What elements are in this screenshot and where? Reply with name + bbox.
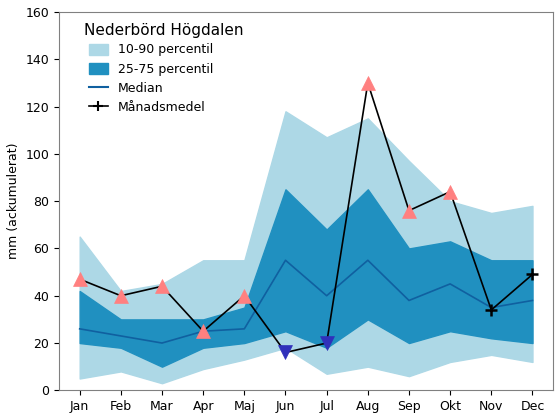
Point <box>199 328 208 335</box>
Point <box>363 79 372 86</box>
Text: Nederbörd Högdalen: Nederbörd Högdalen <box>84 23 243 38</box>
Point <box>404 207 413 214</box>
Point <box>157 283 166 290</box>
Point <box>116 292 125 299</box>
Point <box>281 349 290 356</box>
Point <box>446 188 455 195</box>
Point <box>322 340 331 346</box>
Point <box>75 276 84 283</box>
Point <box>240 292 249 299</box>
Legend: 10-90 percentil, 25-75 percentil, Median, Månadsmedel: 10-90 percentil, 25-75 percentil, Median… <box>84 39 218 119</box>
Y-axis label: mm (ackumulerat): mm (ackumulerat) <box>7 143 20 260</box>
